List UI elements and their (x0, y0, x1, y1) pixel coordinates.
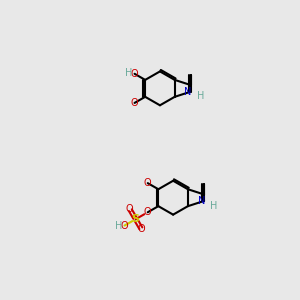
Text: H: H (115, 221, 122, 231)
Text: H: H (197, 91, 205, 101)
Text: H: H (125, 68, 132, 78)
Text: O: O (131, 98, 138, 108)
Text: O: O (121, 220, 128, 231)
Text: N: N (184, 87, 192, 97)
Text: H: H (210, 201, 218, 211)
Text: N: N (197, 196, 205, 206)
Text: O: O (144, 178, 152, 188)
Text: O: O (138, 224, 146, 235)
Text: O: O (126, 204, 134, 214)
Text: O: O (144, 207, 152, 217)
Text: S: S (132, 214, 140, 224)
Text: O: O (131, 69, 138, 79)
